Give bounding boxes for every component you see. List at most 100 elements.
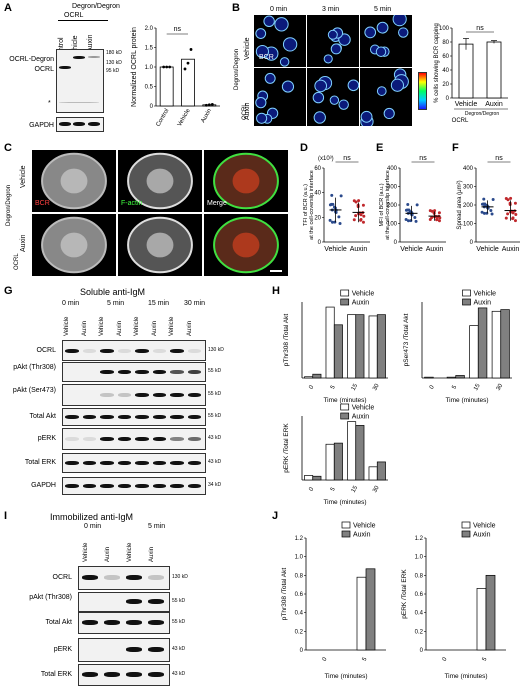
cell-outline [375,46,387,57]
band [135,348,149,353]
data-point [352,199,356,203]
channel-merge: Merge [207,200,227,207]
cell-center [232,168,260,194]
x-axis-label: Time (minutes) [324,673,367,680]
band [135,461,149,465]
cell-outline [256,112,268,124]
band [117,461,131,465]
data-point [404,218,408,222]
y-tick-label: 0.2 [415,629,424,635]
band [82,484,96,488]
bar-vehicle [347,314,357,379]
y-tick-label: 1.0 [415,555,424,561]
bar-vehicle [368,466,378,481]
legend-swatch-vehicle [462,289,471,297]
x-axis-label: Time (minutes) [323,397,366,404]
y-axis-label: pThr308 /Total Akt [283,314,290,367]
y-tick-label: 0.6 [295,592,304,598]
band [117,370,131,374]
y-axis-label-2: at the cell-coverslip interface [385,170,391,240]
data-point [406,203,410,207]
i-lane-label: Auxin [105,546,111,562]
legend-label-vehicle: Vehicle [474,291,497,298]
data-point [504,196,508,200]
legend-swatch-auxin [340,412,350,420]
data-point [491,197,495,201]
side-ocrl-c: OCRL [14,253,20,270]
band [135,393,149,397]
bar-auxin [312,475,322,481]
g-blot-strip [62,340,206,361]
y-tick-label: 0 [150,104,154,110]
bar-auxin [365,568,376,651]
chart-h1: 0 5 15 30 Time (minutes) pThr308 /Total Akt Ve… [283,289,388,404]
bar-auxin [376,461,386,481]
x-tick-label: 15 [351,383,360,392]
chart-f: 0 100 200 300 400 Vehicle Auxin ns Spread area (… [457,155,520,253]
band [152,484,166,488]
chart-b: 0 20 40 60 80 100 Vehicle Auxin ns Degron/DegronO… [434,23,508,124]
band [82,415,96,419]
panel-letter-i: I [4,510,8,522]
g-kd-label: 55 kD [208,413,222,419]
band [100,461,114,465]
cell-outline [255,44,270,59]
band [170,393,184,397]
data-point [438,216,442,220]
y-tick-label: 200 [463,203,474,209]
bar-vehicle [356,576,367,651]
cell-outline [312,91,325,104]
i-row-label: pERK [53,646,72,653]
band [187,484,201,488]
data-point [514,213,518,217]
x-tick-label: Vehicle [455,101,478,108]
x-tick-label: Vehicle [324,246,347,253]
bar-vehicle [347,421,357,481]
micro-c-3 [204,150,288,212]
bar-vehicle [424,376,434,379]
data-point [433,209,437,213]
i-row-label: Total Akt [45,619,72,626]
band [135,415,149,419]
g-kd-label: 55 kD [208,391,222,397]
bar-vehicle [304,376,314,379]
panel-letter-h: H [272,285,280,297]
band [187,370,201,374]
bar-auxin [333,442,343,481]
bar-vehicle [491,310,502,379]
asterisk: * [48,100,51,107]
label-ocrl-degron: OCRL-Degron [9,56,54,63]
x-tick-label: Vehicle [177,107,192,127]
g-lane-label: Vehicle [99,316,105,336]
y-tick-label: 60 [442,54,449,60]
micro-b-3 [360,15,412,67]
kd-130: 130 kD [106,60,122,66]
bar-auxin [312,373,322,379]
chart-e: 0 100 200 300 400 Vehicle Auxin ns MFI of BCR (a… [379,155,446,253]
data-point [511,216,515,220]
y-tick-label: 100 [439,26,450,32]
data-point [362,214,366,218]
band [152,461,166,465]
x-tick-label: Auxin [200,108,213,124]
data-point [339,194,343,198]
g-row-label: pAkt (Thr308) [13,364,56,371]
panel-letter-f: F [452,142,459,154]
data-point [413,215,417,219]
g-blot-strip [62,408,206,426]
band [82,461,96,465]
bar-auxin [333,324,343,379]
x-tick-label: 30 [372,383,381,392]
cell-outline [327,29,338,40]
legend-swatch-vehicle [461,521,471,529]
chart-h3: 0 5 15 30 Time (minutes) pERK /Total ERK Vehic… [283,403,388,506]
data-point [359,213,363,217]
legend-label-vehicle: Vehicle [353,523,376,530]
bar-vehicle [181,58,195,107]
g-blot-strip [62,384,206,406]
g-lane-label: Vehicle [64,316,70,336]
cell-outline [263,15,275,28]
title-i: Immobilized anti-IgM [50,512,134,522]
y-tick-label: 40 [314,191,321,197]
micro-b-6 [360,68,412,126]
